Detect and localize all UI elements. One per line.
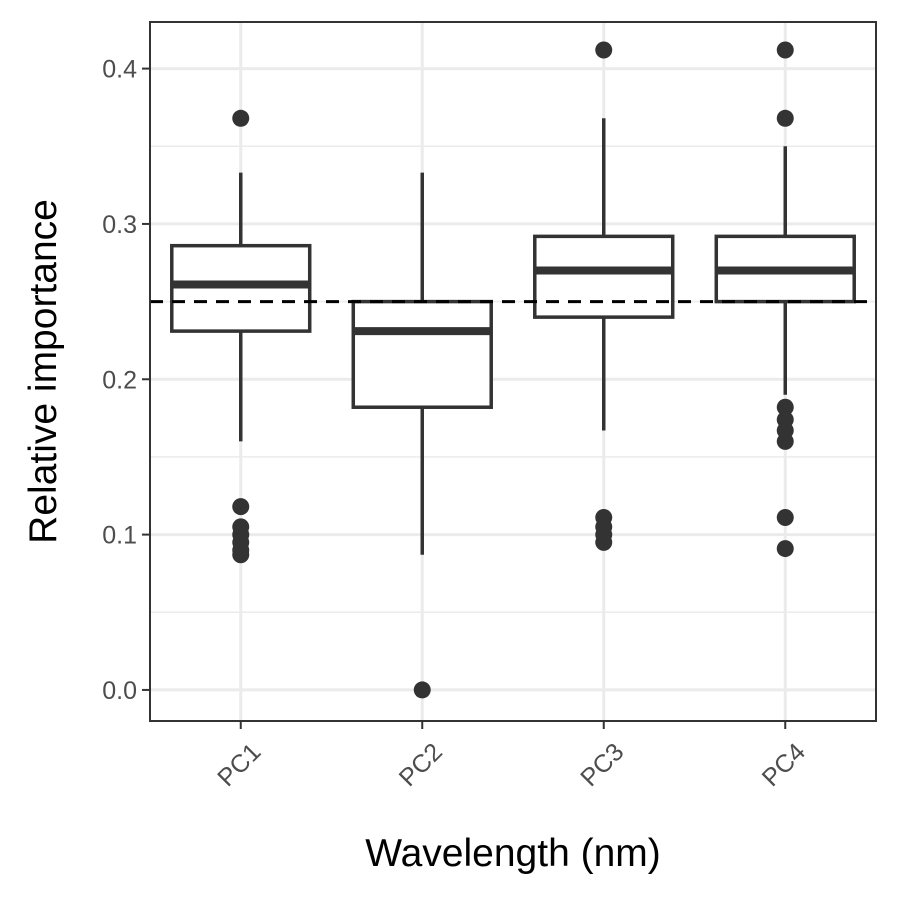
outlier-point [776,540,794,558]
x-axis: PC1 PC2 PC3 PC4 [212,721,811,792]
y-tick-label: 0.2 [102,366,137,394]
y-tick-label: 0.1 [102,522,137,550]
outlier-point [776,109,794,127]
x-tick-label: PC4 [757,738,811,792]
outlier-point [232,498,250,516]
iqr-box [351,299,493,409]
y-axis: 0.0 0.1 0.2 0.3 0.4 [102,56,150,705]
outlier-point [595,41,613,59]
box-pc1 [170,109,312,564]
outlier-point [232,109,250,127]
y-axis-title: Relative importance [22,199,65,544]
outlier-point [232,546,250,564]
x-tick-label: PC1 [212,738,266,792]
plot-border [149,21,877,722]
box-pc3 [533,41,675,551]
x-axis-title: Wavelength (nm) [365,832,661,875]
x-tick-label: PC2 [394,738,448,792]
box-pc4 [714,41,856,558]
x-tick-label: PC3 [575,738,629,792]
y-tick-label: 0.0 [102,677,137,705]
outlier-point [776,398,794,416]
outlier-point [595,533,613,551]
outlier-point [776,41,794,59]
outlier-point [413,681,431,699]
iqr-box [533,234,675,319]
y-tick-label: 0.3 [102,211,137,239]
plot-panel [150,22,876,721]
outlier-point [776,432,794,450]
outlier-point [776,509,794,527]
y-tick-label: 0.4 [102,56,137,84]
